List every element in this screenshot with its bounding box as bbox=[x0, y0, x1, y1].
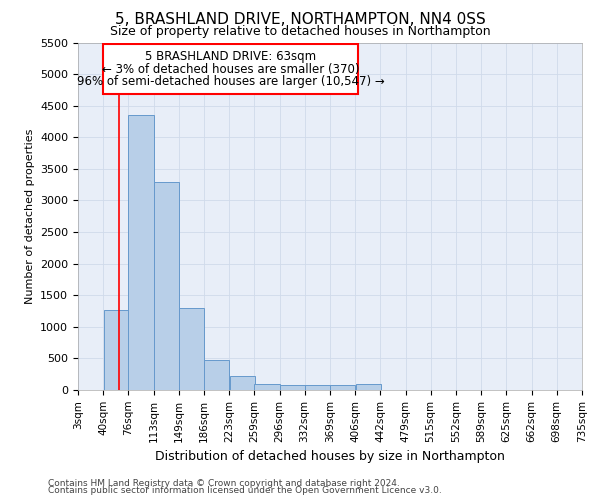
Bar bbox=[280, 386, 305, 390]
Bar bbox=[254, 384, 280, 390]
Bar bbox=[305, 386, 330, 390]
Text: ← 3% of detached houses are smaller (370): ← 3% of detached houses are smaller (370… bbox=[102, 62, 359, 76]
Bar bbox=[179, 308, 204, 390]
Bar bbox=[356, 384, 381, 390]
Bar bbox=[154, 182, 179, 390]
Bar bbox=[230, 376, 255, 390]
Bar bbox=[204, 360, 229, 390]
Bar bbox=[330, 386, 355, 390]
Bar bbox=[128, 115, 154, 390]
Text: 5 BRASHLAND DRIVE: 63sqm: 5 BRASHLAND DRIVE: 63sqm bbox=[145, 50, 316, 63]
Bar bbox=[104, 310, 129, 390]
Text: 5, BRASHLAND DRIVE, NORTHAMPTON, NN4 0SS: 5, BRASHLAND DRIVE, NORTHAMPTON, NN4 0SS bbox=[115, 12, 485, 28]
Text: 96% of semi-detached houses are larger (10,547) →: 96% of semi-detached houses are larger (… bbox=[77, 75, 385, 88]
Text: Contains public sector information licensed under the Open Government Licence v3: Contains public sector information licen… bbox=[48, 486, 442, 495]
Text: Size of property relative to detached houses in Northampton: Size of property relative to detached ho… bbox=[110, 25, 490, 38]
Y-axis label: Number of detached properties: Number of detached properties bbox=[25, 128, 35, 304]
X-axis label: Distribution of detached houses by size in Northampton: Distribution of detached houses by size … bbox=[155, 450, 505, 463]
FancyBboxPatch shape bbox=[103, 44, 358, 94]
Text: Contains HM Land Registry data © Crown copyright and database right 2024.: Contains HM Land Registry data © Crown c… bbox=[48, 478, 400, 488]
